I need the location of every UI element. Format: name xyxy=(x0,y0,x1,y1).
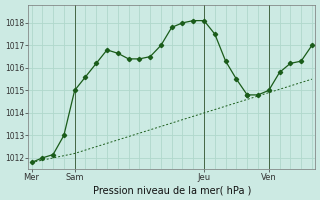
X-axis label: Pression niveau de la mer( hPa ): Pression niveau de la mer( hPa ) xyxy=(92,185,251,195)
